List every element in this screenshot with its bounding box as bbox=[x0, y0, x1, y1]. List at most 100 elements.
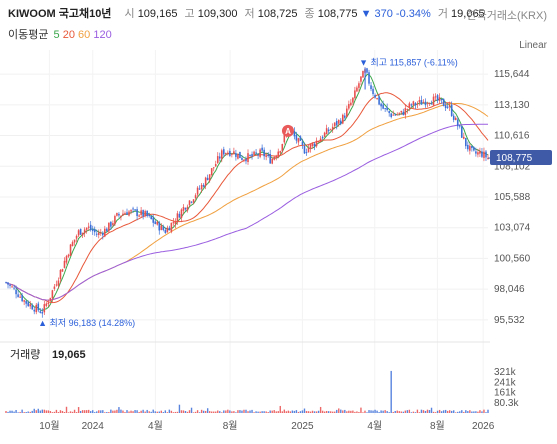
volume-bar bbox=[172, 412, 175, 413]
candle-body bbox=[136, 209, 138, 217]
candle-body bbox=[341, 114, 344, 124]
volume-bar bbox=[287, 410, 290, 413]
candle-body bbox=[267, 154, 269, 156]
candle-body bbox=[356, 87, 358, 92]
candle-body bbox=[19, 296, 21, 298]
scale-mode-toggle[interactable]: Linear bbox=[519, 40, 547, 51]
low-label: 저 bbox=[244, 8, 255, 20]
candle-body bbox=[106, 228, 108, 232]
volume-bar bbox=[334, 411, 336, 413]
high-annotation: ▼ 최고 115,857 (-6.11%) bbox=[359, 58, 458, 68]
candle-body bbox=[354, 90, 356, 99]
candle-body bbox=[323, 132, 326, 137]
volume-bar bbox=[39, 410, 41, 413]
candle-body bbox=[61, 269, 64, 272]
candle-body bbox=[41, 311, 44, 314]
volume-bar bbox=[487, 409, 489, 413]
candle-body bbox=[71, 242, 74, 247]
volume-bar bbox=[96, 411, 98, 413]
price-tick-label: 103,074 bbox=[494, 223, 531, 234]
candle-body bbox=[208, 174, 211, 181]
candle-body bbox=[235, 153, 237, 157]
candle-body bbox=[273, 157, 276, 160]
candle-body bbox=[23, 300, 25, 302]
volume-bar bbox=[237, 410, 239, 413]
volume-bar bbox=[420, 409, 423, 413]
candle-body bbox=[245, 159, 247, 162]
candle-body bbox=[63, 260, 66, 268]
candle-body bbox=[348, 104, 350, 109]
ma-5[interactable]: 5 bbox=[53, 29, 60, 41]
volume-bar bbox=[455, 412, 457, 413]
volume-bar bbox=[338, 408, 340, 413]
volume-bar bbox=[368, 410, 370, 413]
volume-bar bbox=[477, 411, 479, 413]
volume-bar bbox=[299, 411, 302, 413]
candle-body bbox=[93, 229, 96, 233]
volume-bar bbox=[108, 412, 110, 413]
candle-body bbox=[77, 230, 80, 236]
volume-bar bbox=[31, 410, 33, 413]
candle-body bbox=[233, 151, 235, 155]
event-marker[interactable] bbox=[281, 124, 294, 137]
candle-body bbox=[424, 101, 427, 106]
ma-20[interactable]: 20 bbox=[62, 29, 75, 41]
candle-body bbox=[166, 227, 169, 233]
volume-bar bbox=[366, 412, 368, 413]
candle-body bbox=[59, 270, 62, 280]
ma-120[interactable]: 120 bbox=[93, 29, 112, 41]
volume-bar bbox=[404, 410, 407, 413]
time-tick-label: 4월 bbox=[148, 420, 163, 432]
ma-line-120 bbox=[5, 123, 488, 301]
moving-average-lines bbox=[5, 73, 489, 312]
volume-bar bbox=[98, 410, 100, 413]
volume-bar bbox=[61, 410, 64, 413]
volume-bar bbox=[416, 409, 419, 413]
moving-average-legend[interactable]: 이동평균 5 20 60 120 bbox=[8, 26, 112, 42]
candle-body bbox=[99, 232, 102, 234]
volume-bar bbox=[388, 412, 390, 413]
volume-tick-label: 161k bbox=[494, 387, 517, 398]
volume-bar bbox=[49, 411, 52, 413]
price-tick-label: 110,616 bbox=[494, 131, 530, 142]
volume-bar bbox=[194, 411, 197, 413]
low-value: 108,725 bbox=[257, 8, 298, 20]
time-tick-label: 2026 bbox=[472, 421, 495, 432]
volume-bar bbox=[442, 410, 445, 413]
instrument-title: KIWOOM 국고채10년 bbox=[8, 8, 112, 20]
volume-bar bbox=[321, 410, 324, 413]
volume-bar bbox=[382, 410, 384, 413]
volume-bar bbox=[63, 411, 66, 413]
candle-body bbox=[114, 216, 116, 225]
volume-bar bbox=[17, 412, 19, 413]
volume-bar bbox=[327, 411, 330, 413]
candle-body bbox=[79, 228, 82, 235]
volume-bar bbox=[120, 409, 122, 413]
volume-bar bbox=[37, 408, 39, 413]
candle-body bbox=[243, 159, 245, 161]
volume-bar bbox=[372, 410, 374, 413]
volume-bar bbox=[132, 411, 134, 413]
volume-bar bbox=[33, 408, 35, 413]
volume-bar bbox=[198, 412, 201, 413]
candle-body bbox=[434, 96, 437, 98]
candle-body bbox=[202, 184, 205, 187]
ma-60[interactable]: 60 bbox=[78, 29, 91, 41]
volume-bar bbox=[231, 411, 233, 413]
ma-title: 이동평균 bbox=[8, 29, 49, 41]
volume-bar bbox=[465, 410, 467, 413]
volume-bar bbox=[174, 411, 177, 413]
candle-body bbox=[293, 131, 296, 137]
volume-bar bbox=[200, 409, 203, 413]
high-value: 109,300 bbox=[197, 8, 238, 20]
candle-body bbox=[281, 144, 284, 152]
candle-body bbox=[456, 119, 459, 127]
candle-body bbox=[414, 103, 417, 106]
candle-body bbox=[331, 126, 334, 130]
volume-bar bbox=[408, 409, 411, 413]
candle-body bbox=[454, 117, 457, 121]
candle-body bbox=[283, 134, 286, 143]
candle-body bbox=[358, 83, 360, 88]
candle-body bbox=[362, 71, 364, 78]
